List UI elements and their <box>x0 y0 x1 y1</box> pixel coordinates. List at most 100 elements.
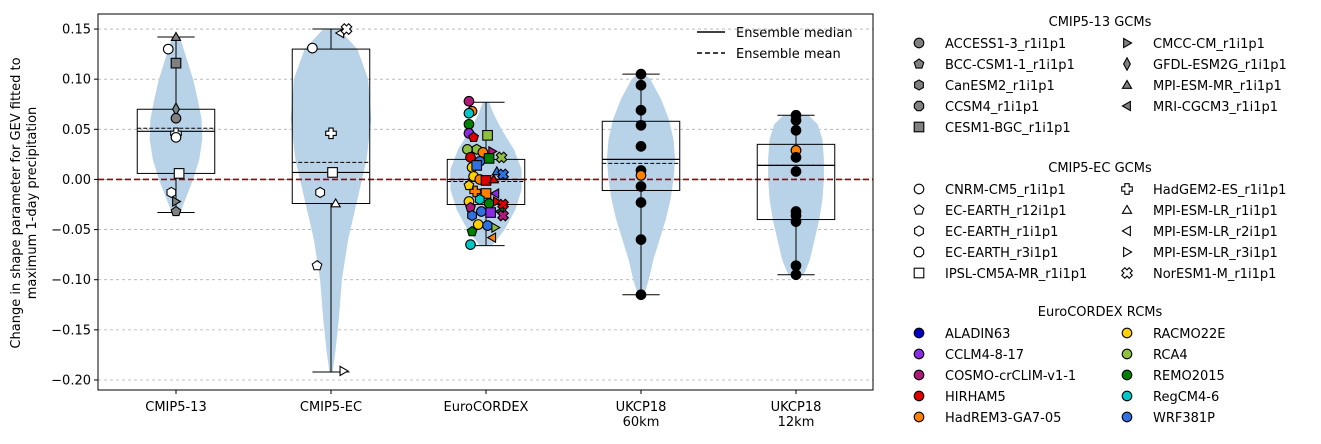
legend-item-label: NorESM1-M_r1i1p1 <box>1153 267 1276 282</box>
data-point <box>635 170 647 181</box>
y-axis-label-line2: maximum 1-day precipitation <box>25 107 40 300</box>
legend-group-title: EuroCORDEX RCMs <box>1038 305 1163 320</box>
legend-item-label: HIRHAM5 <box>945 390 1006 405</box>
y-tick-label: 0.10 <box>62 73 91 88</box>
data-point <box>635 181 647 192</box>
x-tick-label: UKCP18 <box>616 400 667 415</box>
legend-item-label: ACCESS1-3_r1i1p1 <box>945 37 1066 52</box>
legend-item-label: RACMO22E <box>1153 327 1225 342</box>
legend-item-label: RCA4 <box>1153 348 1188 363</box>
legend-item-label: MRI-CGCM3_r1i1p1 <box>1153 100 1278 115</box>
data-point <box>170 131 182 143</box>
legend-group-title: CMIP5-13 GCMs <box>1049 15 1152 30</box>
legend-item-label: ALADIN63 <box>945 327 1010 342</box>
data-point <box>170 57 182 69</box>
data-point <box>465 239 476 250</box>
data-point <box>486 232 497 244</box>
data-point <box>170 112 182 124</box>
data-point <box>463 95 475 107</box>
data-point <box>790 166 802 177</box>
legend-marker <box>1121 79 1133 89</box>
data-point <box>790 216 802 227</box>
legend-item-label: EC-EARTH_r3i1p1 <box>945 246 1058 261</box>
legend-item-label: CCSM4_r1i1p1 <box>945 100 1039 115</box>
line-legend: Ensemble median Ensemble mean <box>697 26 853 62</box>
legend-item-label: REMO2015 <box>1153 369 1225 384</box>
data-point <box>340 23 353 36</box>
x-tick-label: 60km <box>623 415 660 430</box>
y-tick-label: 0.00 <box>62 173 91 188</box>
x-tick-label: EuroCORDEX <box>444 400 529 415</box>
data-point <box>497 209 510 222</box>
legend-marker <box>913 204 925 215</box>
box-1 <box>291 48 371 205</box>
line-legend-label: Ensemble mean <box>736 47 841 62</box>
data-point <box>330 197 342 208</box>
legend-item-label: CCLM4-8-17 <box>945 348 1024 363</box>
data-point <box>635 141 647 152</box>
y-tick-label: 0.15 <box>62 23 91 38</box>
legend-marker <box>1121 225 1131 237</box>
legend-marker <box>1121 204 1133 214</box>
legend-marker <box>913 267 925 279</box>
legend-item-label: HadGEM2-ES_r1i1p1 <box>1153 183 1286 198</box>
legend-item-label: COSMO-crCLIM-v1-1 <box>945 369 1076 384</box>
data-point <box>485 207 497 218</box>
legend-marker <box>1123 56 1131 72</box>
legend-marker <box>1120 266 1134 280</box>
y-tick-label: 0.05 <box>62 123 91 138</box>
y-tick-label: −0.05 <box>51 223 91 238</box>
data-point <box>463 179 475 191</box>
legend-marker <box>1121 390 1133 402</box>
data-point <box>483 153 495 164</box>
legend-item-label: CNRM-CM5_r1i1p1 <box>945 183 1066 198</box>
legend-item-label: MPI-ESM-LR_r2i1p1 <box>1153 225 1278 240</box>
legend-marker <box>914 79 924 91</box>
legend-item-label: CanESM2_r1i1p1 <box>945 79 1055 94</box>
data-point <box>162 43 174 55</box>
data-point <box>635 68 647 80</box>
data-point <box>491 222 501 234</box>
data-point <box>790 114 802 126</box>
legend-marker <box>1121 183 1133 195</box>
data-point <box>635 104 647 116</box>
violin-4 <box>768 115 824 275</box>
model-legend: CMIP5-13 GCMs ACCESS1-3_r1i1p1 BCC-CSM1-1_… <box>913 15 1287 426</box>
data-point <box>790 269 802 281</box>
data-point <box>166 186 177 199</box>
data-point <box>463 118 475 130</box>
legend-group-title: CMIP5-EC GCMs <box>1048 161 1152 176</box>
data-point <box>488 173 500 184</box>
data-point <box>315 186 326 199</box>
legend-item-label: CESM1-BGC_r1i1p1 <box>945 121 1071 136</box>
data-point <box>480 175 492 186</box>
data-point <box>467 209 477 222</box>
line-legend-label: Ensemble median <box>736 26 853 41</box>
data-point <box>339 365 350 377</box>
data-point <box>790 152 802 163</box>
data-point <box>489 187 500 200</box>
legend-marker <box>913 100 925 112</box>
legend-marker <box>913 348 925 360</box>
x-tick-label: CMIP5-EC <box>300 400 362 415</box>
data-point <box>476 206 487 217</box>
legend-item-label: EC-EARTH_r1i1p1 <box>945 225 1058 240</box>
y-axis: −0.20 −0.15 −0.10 −0.05 0.00 0.05 0.10 0.15 <box>51 23 98 388</box>
legend-item-label: HadREM3-GA7-05 <box>945 411 1061 426</box>
legend-marker <box>914 225 924 237</box>
legend-marker <box>1123 246 1133 258</box>
data-point <box>170 205 182 217</box>
x-tick-label: UKCP18 <box>771 400 822 415</box>
data-point <box>635 289 647 301</box>
legend-marker <box>1121 100 1131 112</box>
y-tick-label: −0.15 <box>51 323 91 338</box>
legend-marker <box>913 327 925 339</box>
legend-marker <box>913 390 925 402</box>
legend-item-label: BCC-CSM1-1_r1i1p1 <box>945 58 1075 73</box>
data-point <box>495 151 508 164</box>
data-point <box>172 195 182 208</box>
violin-0 <box>149 37 203 214</box>
data-point <box>468 131 480 142</box>
